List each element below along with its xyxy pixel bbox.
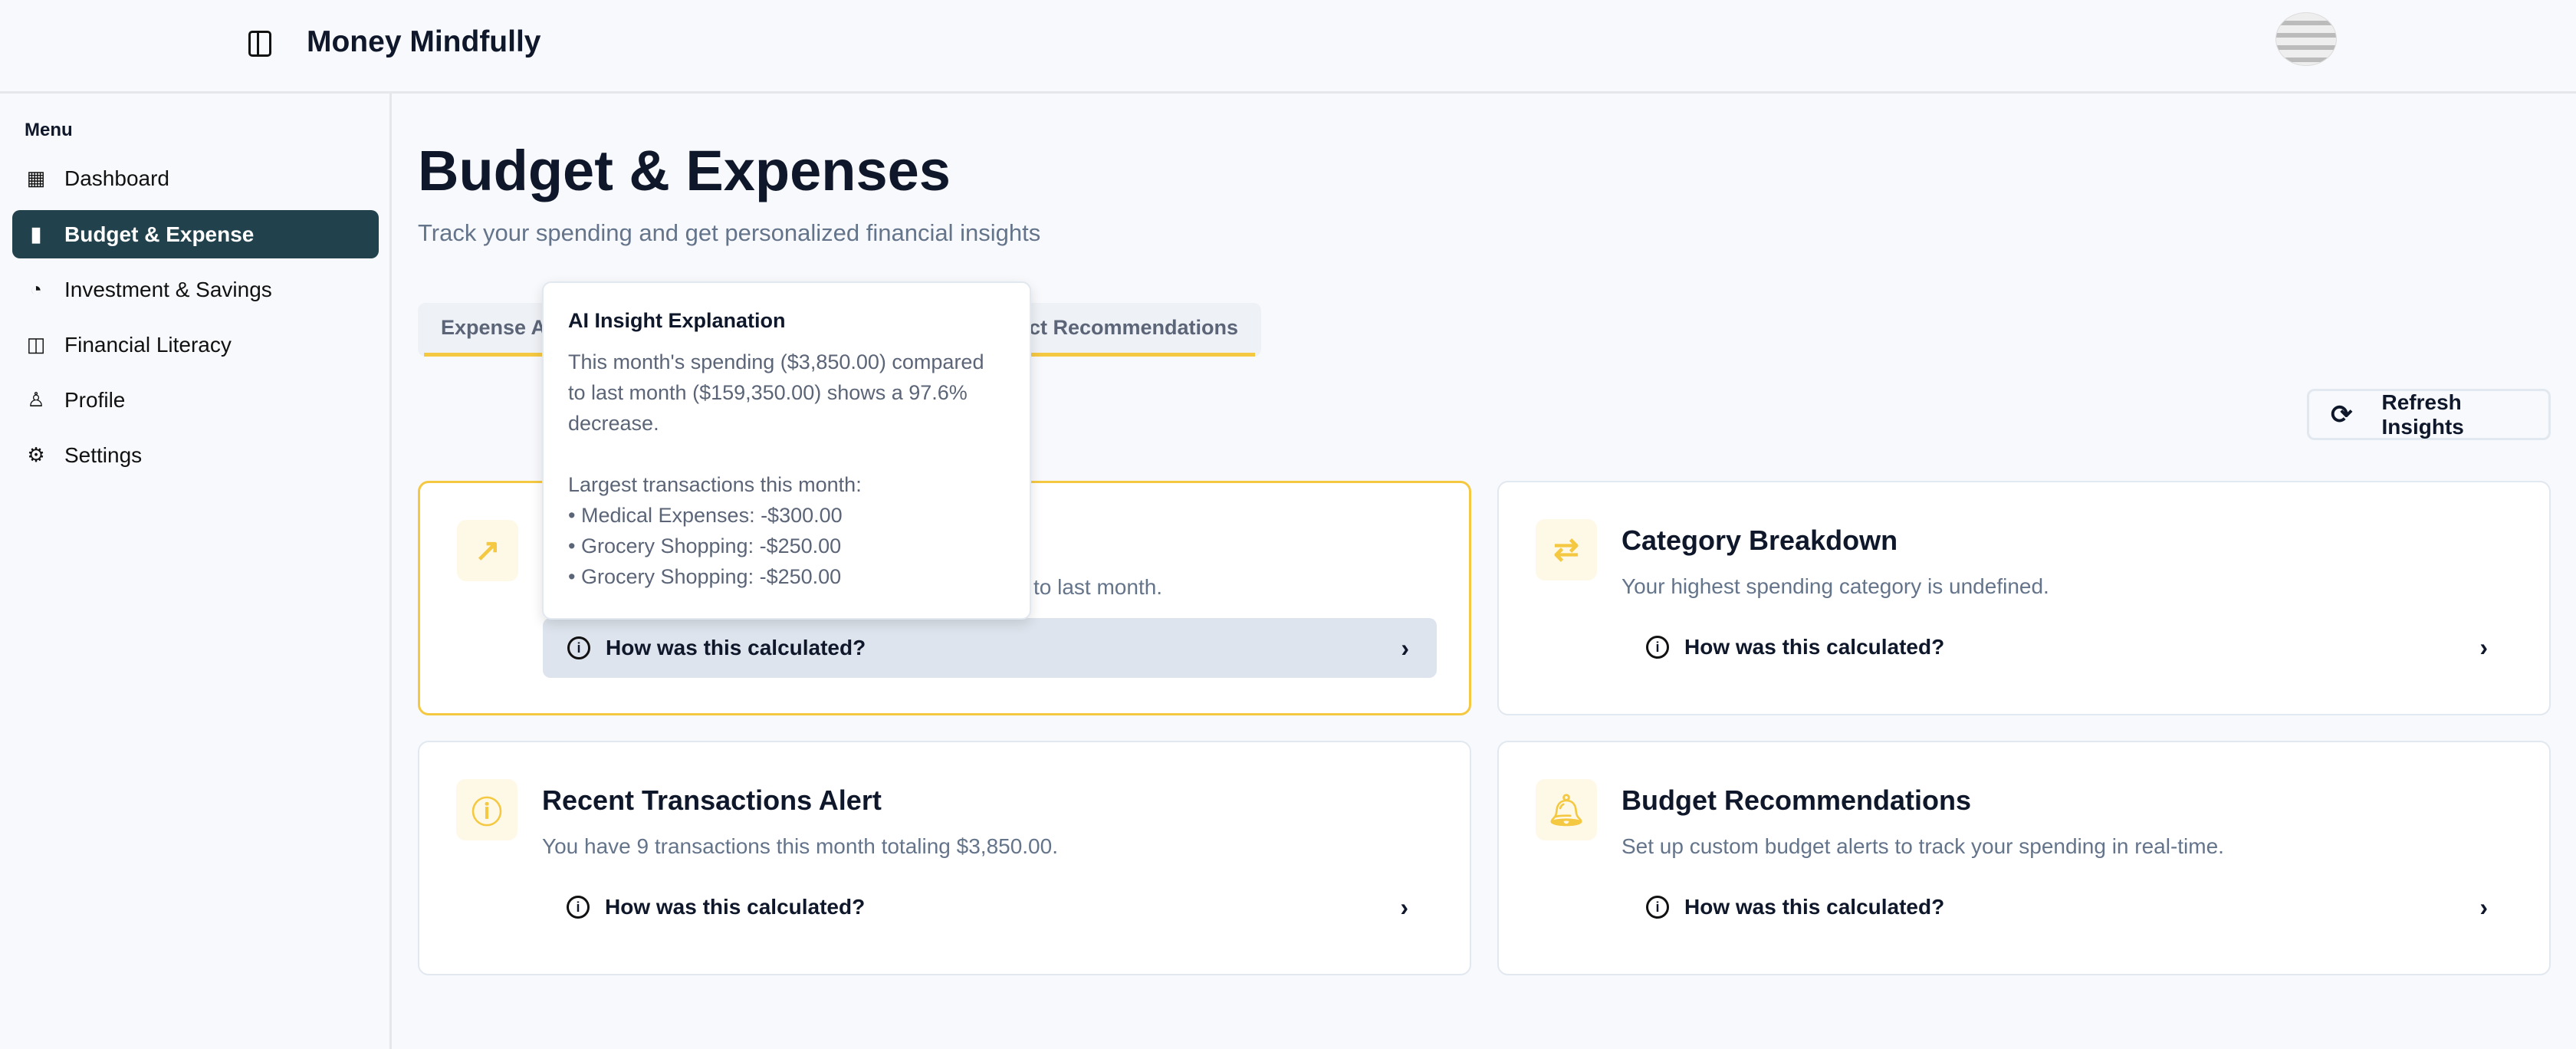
insight-card-transactions: ⓘ Recent Transactions Alert You have 9 t…	[418, 741, 1471, 975]
chevron-right-icon: ›	[1400, 893, 1408, 921]
page-subtitle: Track your spending and get personalized…	[418, 219, 1041, 246]
top-header: Money Mindfully	[0, 0, 2576, 94]
insight-card-category: ⇄ Category Breakdown Your highest spendi…	[1497, 481, 2551, 715]
info-icon: i	[567, 636, 590, 659]
piggy-bank-icon: ◔	[30, 278, 42, 301]
book-icon: ◫	[26, 333, 46, 356]
info-icon: i	[1646, 896, 1669, 919]
tooltip-list-item: • Grocery Shopping: -$250.00	[568, 565, 842, 588]
menu-label: Menu	[25, 120, 73, 140]
refresh-label: Refresh Insights	[2381, 390, 2464, 439]
repeat-arrows-icon: ⇄	[1536, 519, 1597, 580]
how-calculated-button[interactable]: i How was this calculated? ›	[542, 877, 1436, 937]
calc-label: How was this calculated?	[1684, 635, 1945, 659]
card-description: Your highest spending category is undefi…	[1622, 574, 2049, 598]
sidebar-item-label: Settings	[64, 442, 143, 467]
chevron-right-icon: ›	[2479, 633, 2488, 661]
insight-card-budget: 🔔︎ Budget Recommendations Set up custom …	[1497, 741, 2551, 975]
refresh-icon: ⟳	[2331, 400, 2353, 429]
chevron-right-icon: ›	[2479, 893, 2488, 921]
avatar[interactable]	[2275, 12, 2337, 66]
tooltip-list-item: • Grocery Shopping: -$250.00	[568, 534, 842, 557]
alert-circle-icon: ⓘ	[456, 779, 518, 840]
card-description: to last month.	[1033, 575, 1163, 599]
trending-up-icon: ↗	[457, 520, 518, 581]
sidebar-item-profile[interactable]: ♙ Profile	[12, 376, 379, 424]
sidebar-item-label: Profile	[64, 387, 126, 412]
card-description: You have 9 transactions this month total…	[542, 834, 1058, 858]
sidebar-item-label: Financial Literacy	[64, 332, 232, 357]
how-calculated-button[interactable]: i How was this calculated? ›	[1622, 617, 2515, 677]
calc-label: How was this calculated?	[1684, 895, 1945, 919]
sidebar-item-investment[interactable]: ◔ Investment & Savings	[12, 265, 379, 314]
calc-label: How was this calculated?	[606, 636, 866, 659]
sidebar-item-label: Dashboard	[64, 166, 169, 190]
sidebar-toggle-icon[interactable]	[248, 31, 271, 57]
user-icon: ♙	[27, 388, 45, 411]
bar-chart-icon: ▮	[30, 222, 42, 245]
ai-insight-tooltip: AI Insight Explanation This month's spen…	[542, 281, 1031, 620]
info-icon: i	[567, 896, 590, 919]
app-title: Money Mindfully	[307, 25, 541, 58]
tooltip-list-item: • Medical Expenses: -$300.00	[568, 504, 843, 527]
sidebar-item-label: Budget & Expense	[64, 222, 255, 246]
sidebar: Menu ▦ Dashboard ▮ Budget & Expense ◔ Inves…	[0, 94, 392, 1049]
sidebar-item-dashboard[interactable]: ▦ Dashboard	[12, 154, 379, 202]
sidebar-item-budget[interactable]: ▮ Budget & Expense	[12, 210, 379, 258]
tooltip-list-title: Largest transactions this month:	[568, 473, 862, 496]
tooltip-title: AI Insight Explanation	[568, 309, 786, 332]
bell-icon: 🔔︎	[1536, 779, 1597, 840]
how-calculated-button[interactable]: i How was this calculated? ›	[1622, 877, 2515, 937]
card-title: Category Breakdown	[1622, 524, 1898, 556]
how-calculated-button[interactable]: i How was this calculated? ›	[543, 618, 1437, 678]
info-icon: i	[1646, 636, 1669, 659]
tooltip-comparison: This month's spending ($3,850.00) compar…	[568, 350, 984, 435]
card-title: Budget Recommendations	[1622, 784, 1972, 816]
chevron-right-icon: ›	[1401, 633, 1409, 662]
gear-icon: ⚙	[27, 443, 45, 466]
page-title: Budget & Expenses	[418, 139, 951, 202]
sidebar-item-literacy[interactable]: ◫ Financial Literacy	[12, 321, 379, 369]
card-description: Set up custom budget alerts to track you…	[1622, 834, 2224, 858]
refresh-insights-button[interactable]: ⟳ Refresh Insights	[2307, 389, 2551, 440]
dashboard-icon: ▦	[26, 166, 46, 189]
sidebar-item-settings[interactable]: ⚙ Settings	[12, 431, 379, 479]
card-title: Recent Transactions Alert	[542, 784, 882, 816]
calc-label: How was this calculated?	[605, 895, 866, 919]
tab-recommendations[interactable]: ct Recommendations	[985, 303, 1255, 357]
sidebar-item-label: Investment & Savings	[64, 277, 272, 301]
